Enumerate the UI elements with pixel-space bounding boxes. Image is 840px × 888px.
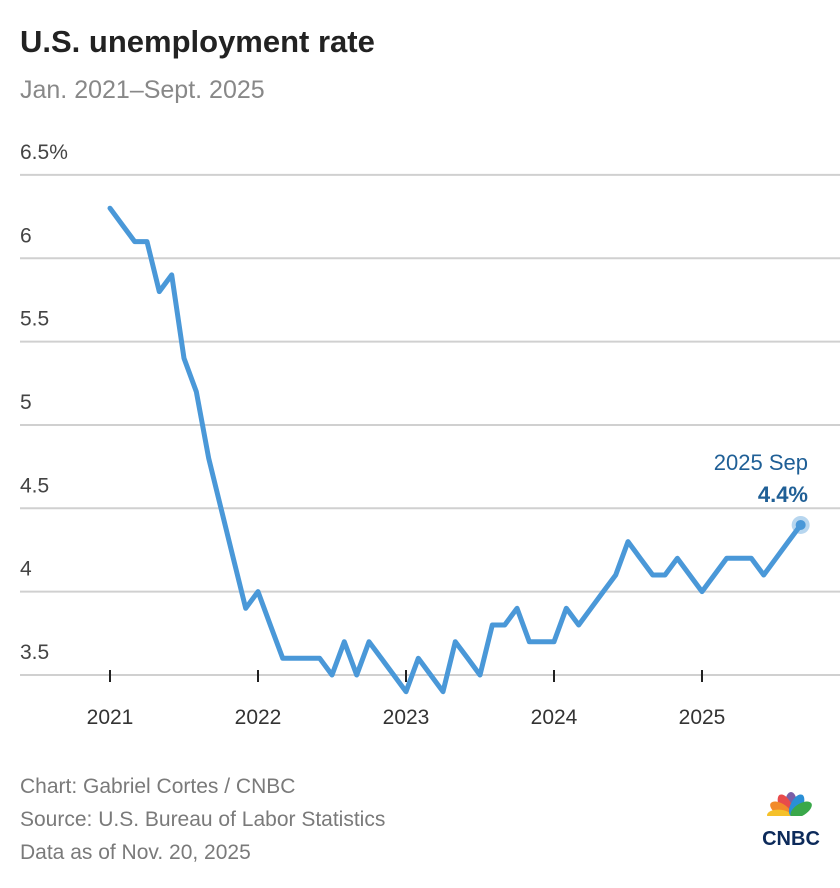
data-point (293, 656, 298, 661)
data-point (169, 272, 174, 277)
data-point (515, 606, 520, 611)
data-point (761, 572, 766, 577)
x-tick-label: 2024 (531, 706, 578, 729)
annotation-label: 2025 Sep (714, 450, 808, 475)
data-point (219, 506, 224, 511)
data-point (613, 572, 618, 577)
data-point (687, 572, 692, 577)
data-point (663, 572, 668, 577)
y-tick-label: 6.5% (20, 141, 68, 164)
data-point (404, 689, 409, 694)
data-point (182, 356, 187, 361)
data-point (576, 622, 581, 627)
data-point (724, 556, 729, 561)
data-point (502, 622, 507, 627)
data-point (465, 656, 470, 661)
data-point (120, 222, 125, 227)
data-point (145, 239, 150, 244)
data-point (564, 606, 569, 611)
cnbc-logo: CNBC (762, 792, 820, 850)
data-point (478, 673, 483, 678)
data-point (737, 556, 742, 561)
x-tick-label: 2023 (383, 706, 430, 729)
chart-title: U.S. unemployment rate (20, 24, 375, 59)
data-point (774, 556, 779, 561)
x-tick-label: 2025 (679, 706, 726, 729)
data-point (280, 656, 285, 661)
data-point (231, 556, 236, 561)
data-point (675, 556, 680, 561)
y-tick-label: 4.5 (20, 474, 49, 497)
data-point (268, 622, 273, 627)
unemployment-line (107, 205, 804, 695)
data-point (527, 639, 532, 644)
y-tick-label: 4 (20, 558, 32, 581)
data-point (453, 639, 458, 644)
data-point (552, 639, 557, 644)
data-point (601, 589, 606, 594)
y-tick-label: 3.5 (20, 641, 49, 664)
data-point (391, 673, 396, 678)
data-point (330, 673, 335, 678)
data-point (416, 656, 421, 661)
peacock-icon (766, 792, 816, 824)
data-point (712, 572, 717, 577)
data-point (626, 539, 631, 544)
data-point (490, 622, 495, 627)
y-tick-label: 5.5 (20, 308, 49, 331)
y-tick-label: 5 (20, 391, 32, 414)
data-point (132, 239, 137, 244)
data-point (342, 639, 347, 644)
credit-text: Chart: Gabriel Cortes / CNBC (20, 775, 296, 798)
data-point (638, 556, 643, 561)
logo-text: CNBC (762, 828, 820, 850)
data-point (206, 456, 211, 461)
chart-subtitle: Jan. 2021–Sept. 2025 (20, 76, 265, 104)
source-text: Source: U.S. Bureau of Labor Statistics (20, 808, 386, 831)
data-point (108, 206, 113, 211)
data-date-text: Data as of Nov. 20, 2025 (20, 841, 251, 864)
data-point (367, 639, 372, 644)
data-point (441, 689, 446, 694)
data-point (194, 389, 199, 394)
data-point (786, 539, 791, 544)
data-point (379, 656, 384, 661)
x-tick-label: 2021 (87, 706, 134, 729)
data-point (354, 673, 359, 678)
data-point (256, 589, 261, 594)
data-point (650, 572, 655, 577)
annotation-value: 4.4% (758, 482, 808, 507)
data-point (539, 639, 544, 644)
data-point (305, 656, 310, 661)
data-point (700, 589, 705, 594)
data-point (157, 289, 162, 294)
data-point (749, 556, 754, 561)
y-tick-label: 6 (20, 224, 32, 247)
data-point (428, 673, 433, 678)
data-point (589, 606, 594, 611)
x-tick-label: 2022 (235, 706, 282, 729)
endpoint-dot (795, 519, 806, 530)
data-point (317, 656, 322, 661)
data-point (243, 606, 248, 611)
